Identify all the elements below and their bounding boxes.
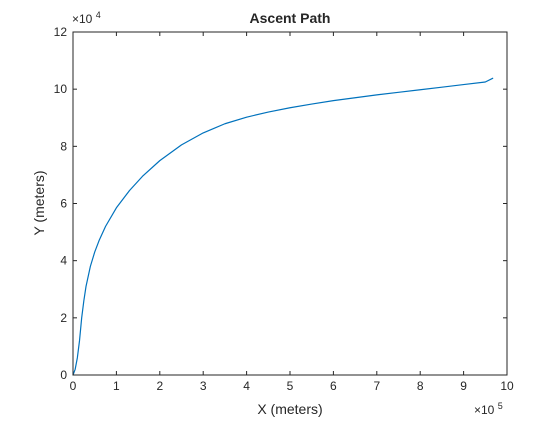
x-exponent-power: 5 <box>498 401 503 411</box>
x-tick-label: 7 <box>373 379 380 393</box>
y-tick-label: 10 <box>54 82 68 96</box>
chart-title: Ascent Path <box>250 10 331 26</box>
x-tick-label: 10 <box>500 379 514 393</box>
x-tick-label: 9 <box>460 379 467 393</box>
y-exponent-label: ×10 4 <box>72 10 101 26</box>
y-tick-label: 12 <box>54 25 68 39</box>
y-tick-label: 8 <box>60 139 67 153</box>
plot-area-background <box>73 32 507 375</box>
series-line-1 <box>72 77 494 376</box>
x-tick-label: 6 <box>330 379 337 393</box>
x-tick-label: 3 <box>200 379 207 393</box>
y-tick-label: 0 <box>60 368 67 382</box>
x-tick-label: 2 <box>156 379 163 393</box>
x-tick-label: 5 <box>287 379 294 393</box>
y-tick-label: 2 <box>60 311 67 325</box>
y-tick-label: 4 <box>60 254 67 268</box>
y-axis-label: Y (meters) <box>31 170 47 235</box>
x-exponent-label: ×10 5 <box>474 401 503 417</box>
x-tick-label: 1 <box>113 379 120 393</box>
y-exponent-power: 4 <box>96 10 101 20</box>
x-tick-label: 4 <box>243 379 250 393</box>
x-exponent-base: ×10 <box>474 403 495 417</box>
y-tick-label: 6 <box>60 197 67 211</box>
y-exponent-base: ×10 <box>72 12 93 26</box>
x-axis-label: X (meters) <box>257 401 322 417</box>
x-tick-label: 8 <box>417 379 424 393</box>
series-layer <box>72 77 494 376</box>
x-tick-label: 0 <box>70 379 77 393</box>
